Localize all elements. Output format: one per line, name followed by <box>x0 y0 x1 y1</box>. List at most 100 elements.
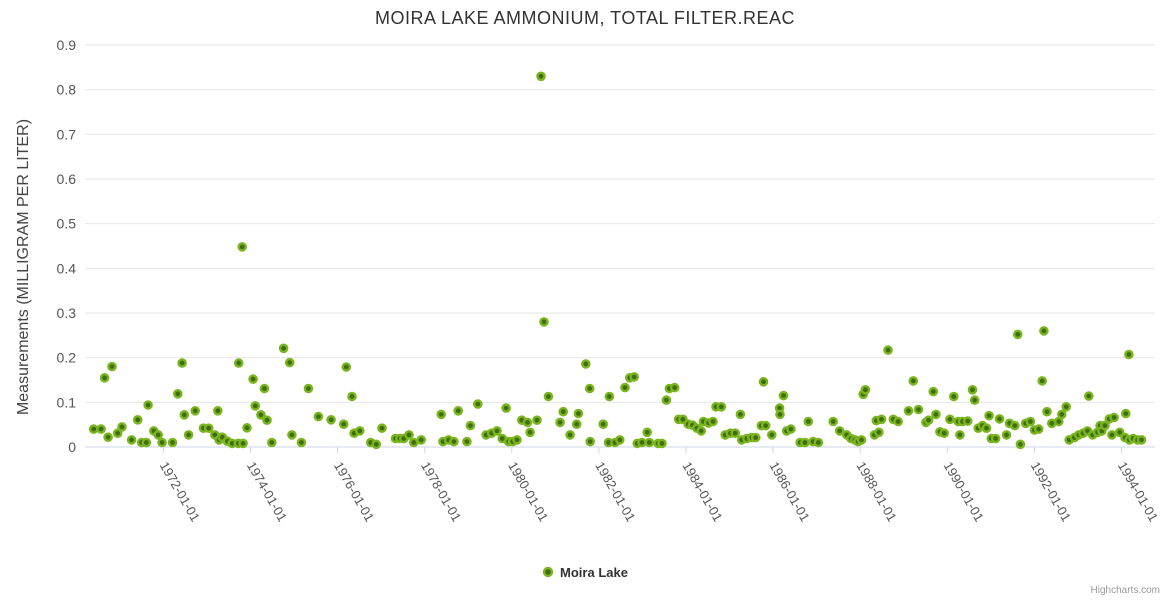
data-point[interactable] <box>449 436 459 447</box>
data-point[interactable] <box>1107 430 1117 440</box>
data-point[interactable] <box>525 427 535 438</box>
data-point[interactable] <box>669 382 680 393</box>
data-point[interactable] <box>313 411 324 422</box>
data-point[interactable] <box>716 401 727 412</box>
data-point[interactable] <box>939 428 950 439</box>
data-point[interactable] <box>604 391 615 402</box>
data-point[interactable] <box>107 361 117 372</box>
data-point[interactable] <box>828 416 839 427</box>
data-point[interactable] <box>1100 420 1110 431</box>
data-point[interactable] <box>212 405 223 416</box>
data-point[interactable] <box>786 424 796 434</box>
data-point[interactable] <box>88 424 99 434</box>
data-point[interactable] <box>931 409 941 420</box>
data-point[interactable] <box>730 428 741 439</box>
data-point[interactable] <box>354 426 365 436</box>
data-point[interactable] <box>303 383 314 394</box>
data-point[interactable] <box>238 438 248 449</box>
data-point[interactable] <box>141 437 152 448</box>
data-point[interactable] <box>584 383 595 394</box>
data-point[interactable] <box>259 383 270 394</box>
data-point[interactable] <box>928 386 939 397</box>
data-point[interactable] <box>990 433 1001 444</box>
data-point[interactable] <box>1136 435 1147 445</box>
data-point[interactable] <box>157 437 167 448</box>
data-point[interactable] <box>760 420 771 431</box>
data-point[interactable] <box>99 372 110 383</box>
data-point[interactable] <box>512 435 522 445</box>
data-point[interactable] <box>143 400 153 410</box>
data-point[interactable] <box>967 384 978 395</box>
data-point[interactable] <box>536 71 546 82</box>
data-point[interactable] <box>1013 329 1023 340</box>
data-point[interactable] <box>803 416 814 427</box>
data-point[interactable] <box>172 388 183 399</box>
data-point[interactable] <box>1109 412 1119 423</box>
data-point[interactable] <box>1010 420 1020 431</box>
data-point[interactable] <box>1124 349 1134 360</box>
data-point[interactable] <box>984 410 994 421</box>
data-point[interactable] <box>800 437 810 448</box>
data-point[interactable] <box>642 427 653 438</box>
data-point[interactable] <box>696 426 707 436</box>
data-point[interactable] <box>834 426 845 436</box>
data-point[interactable] <box>860 384 871 395</box>
data-point[interactable] <box>266 437 277 448</box>
data-point[interactable] <box>775 409 785 420</box>
data-point[interactable] <box>735 409 746 420</box>
data-point[interactable] <box>615 435 625 445</box>
data-point[interactable] <box>96 424 106 434</box>
data-point[interactable] <box>522 417 533 428</box>
data-point[interactable] <box>949 391 959 402</box>
data-point[interactable] <box>177 358 187 368</box>
data-point[interactable] <box>1001 430 1012 440</box>
data-point[interactable] <box>908 376 919 386</box>
data-point[interactable] <box>492 426 502 436</box>
legend-item-moira-lake[interactable]: Moira Lake <box>0 560 1170 584</box>
data-point[interactable] <box>945 414 955 425</box>
data-point[interactable] <box>1025 416 1036 427</box>
data-point[interactable] <box>1114 427 1125 438</box>
data-point[interactable] <box>347 391 357 402</box>
data-point[interactable] <box>876 414 887 425</box>
data-point[interactable] <box>408 437 419 448</box>
data-point[interactable] <box>183 430 194 440</box>
data-point[interactable] <box>913 404 924 415</box>
data-point[interactable] <box>341 362 352 372</box>
data-point[interactable] <box>287 430 297 440</box>
data-point[interactable] <box>465 420 476 431</box>
data-point[interactable] <box>248 374 258 384</box>
data-point[interactable] <box>962 416 973 426</box>
data-point[interactable] <box>856 435 867 445</box>
data-point[interactable] <box>558 406 569 417</box>
data-point[interactable] <box>326 414 336 425</box>
data-point[interactable] <box>883 345 893 355</box>
data-point[interactable] <box>955 430 965 440</box>
data-point[interactable] <box>1061 401 1071 412</box>
data-point[interactable] <box>233 358 244 368</box>
data-point[interactable] <box>371 439 382 450</box>
data-point[interactable] <box>117 422 127 432</box>
data-point[interactable] <box>250 401 261 411</box>
data-point[interactable] <box>778 390 789 401</box>
data-point[interactable] <box>262 415 272 426</box>
data-point[interactable] <box>103 432 113 443</box>
data-point[interactable] <box>501 403 511 413</box>
data-point[interactable] <box>903 405 914 416</box>
data-point[interactable] <box>338 419 349 430</box>
data-point[interactable] <box>539 317 549 327</box>
data-point[interactable] <box>708 416 718 427</box>
data-point[interactable] <box>813 437 824 448</box>
data-point[interactable] <box>126 435 137 445</box>
data-point[interactable] <box>179 409 190 420</box>
data-point[interactable] <box>377 423 387 434</box>
data-point[interactable] <box>1042 406 1052 417</box>
data-point[interactable] <box>598 419 609 430</box>
data-point[interactable] <box>750 432 761 443</box>
data-point[interactable] <box>132 414 143 425</box>
data-point[interactable] <box>472 399 483 409</box>
data-point[interactable] <box>555 417 565 428</box>
data-point[interactable] <box>453 405 464 416</box>
data-point[interactable] <box>416 435 427 445</box>
data-point[interactable] <box>874 427 884 438</box>
